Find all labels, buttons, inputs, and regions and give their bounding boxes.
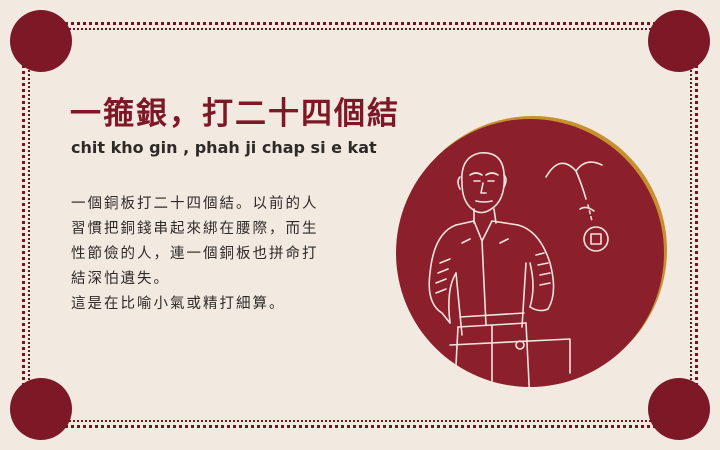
corner-circle-top-right — [648, 10, 710, 72]
man-head — [461, 152, 506, 214]
corner-circle-bottom-right — [648, 378, 710, 440]
dotted-frame — [22, 22, 698, 428]
frame-left-inner-border — [28, 26, 30, 424]
frame-top-inner-border — [26, 28, 694, 30]
frame-right-inner-border — [690, 26, 692, 424]
corner-circle-top-left — [10, 10, 72, 72]
man-right-arm — [517, 224, 555, 310]
explanation-line: 一個銅板打二十四個結。以前的人 — [71, 196, 319, 212]
frame-top-border — [22, 22, 698, 25]
explanation-line: 這是在比喻小氣或精打細算。 — [71, 296, 286, 312]
man-with-coin-illustration — [396, 116, 667, 387]
illustration-circle — [396, 119, 664, 387]
explanation-text: 一個銅板打二十四個結。以前的人 習慣把銅錢串起來綁在腰際，而生 性節儉的人，連一… — [71, 192, 376, 317]
corner-circle-bottom-left — [10, 378, 72, 440]
explanation-line: 結深怕遺失。 — [71, 271, 170, 287]
man-left-arm — [428, 224, 457, 324]
romanization-text: chit kho gin , phah ji chap si e kat — [71, 138, 377, 157]
coin-string — [545, 162, 577, 178]
explanation-line: 習慣把銅錢串起來綁在腰際，而生 — [71, 221, 319, 237]
frame-bottom-border — [22, 425, 698, 428]
hanging-coin — [583, 226, 609, 252]
explanation-line: 性節儉的人，連一個銅板也拼命打 — [71, 246, 319, 262]
proverb-title: 一箍銀，打二十四個結 — [70, 96, 400, 132]
frame-left-border — [22, 22, 25, 428]
frame-right-border — [695, 22, 698, 428]
frame-bottom-inner-border — [26, 420, 694, 422]
